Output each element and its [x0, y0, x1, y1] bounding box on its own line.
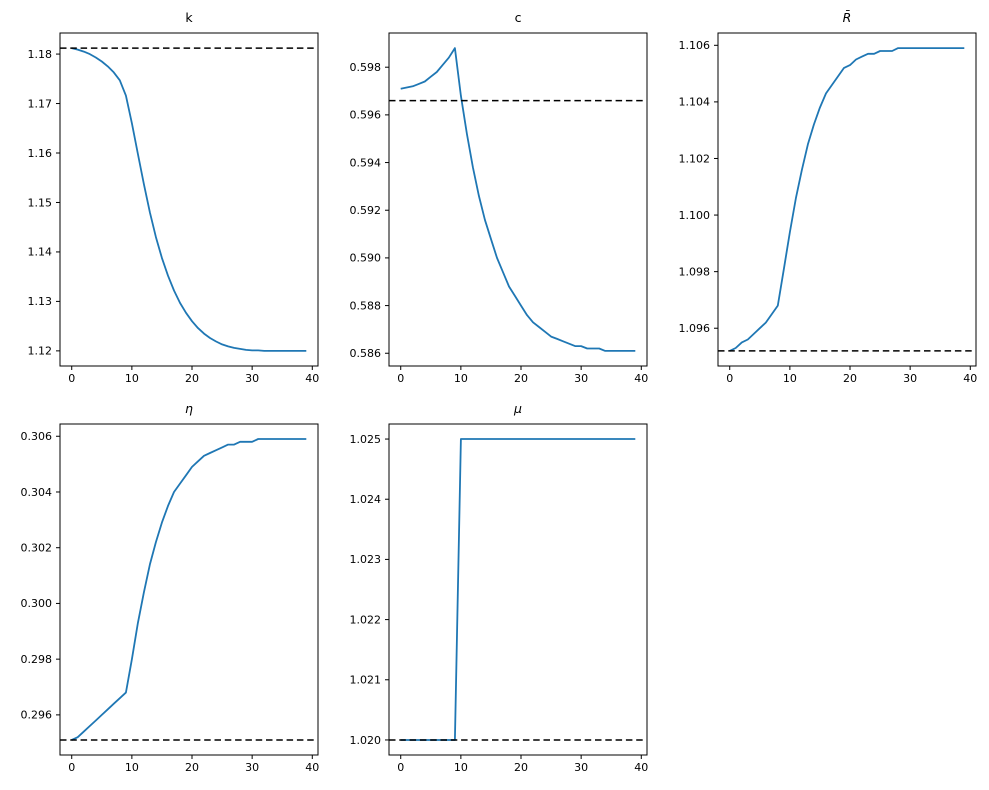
x-tick-label: 10: [454, 372, 468, 385]
y-tick-label: 1.17: [28, 97, 53, 110]
x-tick-label: 40: [305, 761, 319, 774]
subplot-title-c: c: [514, 10, 522, 25]
subplot-3: 0 10 20 30 40 1.096 1.098 1.100 1.102 1.104 1.106: [679, 32, 977, 385]
x-tick-label: 40: [305, 372, 319, 385]
y-tick-label: 0.598: [350, 61, 382, 74]
axes-frame: [59, 32, 319, 367]
y-tick-label: 1.16: [28, 147, 53, 160]
series-line: [400, 47, 636, 352]
x-tick-label: 30: [574, 761, 588, 774]
x-tick-label: 10: [125, 761, 139, 774]
x-tick-label: 10: [783, 372, 797, 385]
x-tick-label: 30: [574, 372, 588, 385]
x-tick-label: 10: [454, 761, 468, 774]
x-tick-label: 20: [843, 372, 857, 385]
x-tick-label: 0: [68, 761, 75, 774]
subplot-1: 0 10 20 30 40 1.12 1.13 1.14 1.15 1.16 1.17 1.18: [28, 32, 319, 385]
x-tick-label: 0: [726, 372, 733, 385]
y-tick-label: 0.298: [21, 653, 53, 666]
y-tick-label: 0.588: [350, 299, 382, 312]
x-tick-label: 10: [125, 372, 139, 385]
y-tick-label: 1.021: [350, 674, 382, 687]
series-line: [400, 438, 636, 741]
subplot-5: 0 10 20 30 40 1.020 1.021 1.022 1.023 1.024 1.025: [350, 423, 648, 774]
y-tick-label: 1.020: [350, 734, 382, 747]
y-tick-label: 0.590: [350, 252, 382, 265]
subplot-2: 0 10 20 30 40 0.586 0.588 0.590 0.592 0.594 0.596 0…: [350, 32, 648, 385]
subplot-title-rbar: R̄: [842, 10, 852, 25]
y-tick-label: 0.596: [350, 109, 382, 122]
y-tick-label: 1.023: [350, 553, 382, 566]
y-tick-label: 1.022: [350, 613, 382, 626]
y-tick-label: 1.096: [679, 322, 711, 335]
x-tick-label: 20: [185, 372, 199, 385]
axes-frame: [388, 32, 648, 367]
y-tick-label: 1.106: [679, 39, 711, 52]
y-tick-label: 1.098: [679, 265, 711, 278]
y-tick-label: 0.306: [21, 430, 53, 443]
y-tick-label: 1.104: [679, 96, 711, 109]
x-tick-label: 20: [514, 372, 528, 385]
y-tick-label: 1.18: [28, 48, 53, 61]
axes-frame: [388, 423, 648, 756]
y-tick-label: 1.15: [28, 196, 53, 209]
series-line: [71, 47, 307, 352]
y-tick-label: 1.13: [28, 295, 53, 308]
series-line: [71, 438, 307, 741]
x-tick-label: 0: [397, 372, 404, 385]
y-tick-label: 0.302: [21, 542, 53, 555]
y-tick-label: 1.12: [28, 345, 53, 358]
y-tick-label: 1.024: [350, 493, 382, 506]
axes-frame: [717, 32, 977, 367]
x-tick-label: 0: [68, 372, 75, 385]
y-tick-label: 1.102: [679, 152, 711, 165]
subplot-title-eta: η: [185, 401, 193, 416]
y-tick-label: 1.025: [350, 433, 382, 446]
y-tick-label: 0.304: [21, 486, 53, 499]
y-tick-label: 0.592: [350, 204, 382, 217]
x-tick-label: 40: [634, 761, 648, 774]
x-tick-label: 20: [185, 761, 199, 774]
x-tick-label: 40: [963, 372, 977, 385]
x-tick-label: 30: [903, 372, 917, 385]
x-tick-label: 0: [397, 761, 404, 774]
y-tick-label: 1.100: [679, 209, 711, 222]
y-tick-label: 0.300: [21, 597, 53, 610]
subplot-title-k: k: [185, 10, 193, 25]
y-tick-label: 0.296: [21, 709, 53, 722]
x-tick-label: 40: [634, 372, 648, 385]
subplot-4: 0 10 20 30 40 0.296 0.298 0.300 0.302 0.304 0.306: [21, 423, 319, 774]
x-tick-label: 30: [245, 761, 259, 774]
y-tick-label: 1.14: [28, 246, 53, 259]
x-tick-label: 20: [514, 761, 528, 774]
y-tick-label: 0.594: [350, 156, 382, 169]
series-line: [729, 47, 965, 352]
axes-frame: [59, 423, 319, 756]
x-tick-label: 30: [245, 372, 259, 385]
subplot-title-mu: μ: [514, 401, 522, 416]
y-tick-label: 0.586: [350, 347, 382, 360]
